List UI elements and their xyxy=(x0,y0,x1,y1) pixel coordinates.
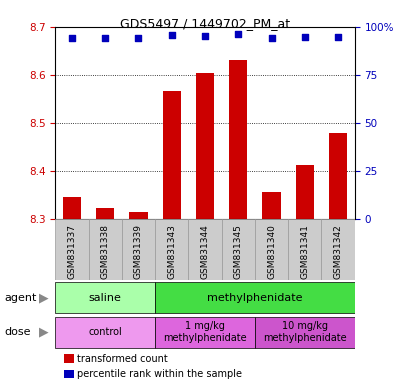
Point xyxy=(69,35,75,41)
Bar xyxy=(129,212,147,219)
FancyBboxPatch shape xyxy=(254,219,288,280)
Text: GSM831341: GSM831341 xyxy=(299,224,308,279)
Text: GSM831339: GSM831339 xyxy=(134,224,143,279)
Text: GSM831343: GSM831343 xyxy=(167,224,176,279)
Text: ▶: ▶ xyxy=(39,326,48,339)
Bar xyxy=(328,134,346,219)
Bar xyxy=(295,165,313,219)
Text: GSM831342: GSM831342 xyxy=(333,224,342,278)
Point xyxy=(234,31,241,37)
Text: control: control xyxy=(88,327,122,337)
FancyBboxPatch shape xyxy=(55,316,155,348)
Text: GDS5497 / 1449702_PM_at: GDS5497 / 1449702_PM_at xyxy=(120,17,289,30)
Point xyxy=(201,33,208,39)
Text: GSM831345: GSM831345 xyxy=(233,224,242,279)
Text: GSM831337: GSM831337 xyxy=(67,224,76,279)
Point xyxy=(334,35,340,41)
Text: 1 mg/kg
methylphenidate: 1 mg/kg methylphenidate xyxy=(163,321,246,343)
Point xyxy=(168,31,175,38)
Bar xyxy=(96,208,114,219)
FancyBboxPatch shape xyxy=(321,219,354,280)
Text: transformed count: transformed count xyxy=(76,354,167,364)
FancyBboxPatch shape xyxy=(155,219,188,280)
Bar xyxy=(262,192,280,219)
Point xyxy=(135,35,142,41)
Point xyxy=(267,35,274,41)
FancyBboxPatch shape xyxy=(254,316,354,348)
Bar xyxy=(63,197,81,219)
Text: saline: saline xyxy=(89,293,121,303)
Text: 10 mg/kg
methylphenidate: 10 mg/kg methylphenidate xyxy=(262,321,346,343)
FancyBboxPatch shape xyxy=(88,219,121,280)
Bar xyxy=(229,60,247,219)
Point xyxy=(301,35,307,41)
Bar xyxy=(196,73,213,219)
Text: agent: agent xyxy=(4,293,36,303)
Point xyxy=(102,35,108,41)
Text: methylphenidate: methylphenidate xyxy=(207,293,302,303)
FancyBboxPatch shape xyxy=(55,282,155,313)
FancyBboxPatch shape xyxy=(155,316,254,348)
FancyBboxPatch shape xyxy=(55,219,88,280)
Text: percentile rank within the sample: percentile rank within the sample xyxy=(76,369,241,379)
Text: dose: dose xyxy=(4,327,31,337)
FancyBboxPatch shape xyxy=(288,219,321,280)
FancyBboxPatch shape xyxy=(221,219,254,280)
Text: GSM831338: GSM831338 xyxy=(101,224,110,279)
Text: ▶: ▶ xyxy=(39,291,48,304)
FancyBboxPatch shape xyxy=(121,219,155,280)
Bar xyxy=(162,91,180,219)
FancyBboxPatch shape xyxy=(188,219,221,280)
Text: GSM831340: GSM831340 xyxy=(266,224,275,279)
Text: GSM831344: GSM831344 xyxy=(200,224,209,278)
FancyBboxPatch shape xyxy=(155,282,354,313)
